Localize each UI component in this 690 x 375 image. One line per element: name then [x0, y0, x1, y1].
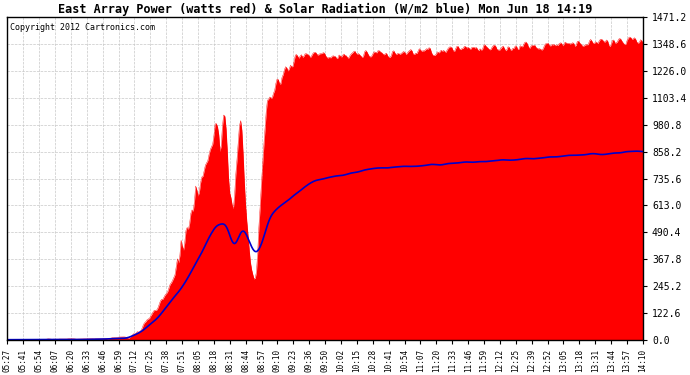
Title: East Array Power (watts red) & Solar Radiation (W/m2 blue) Mon Jun 18 14:19: East Array Power (watts red) & Solar Rad…	[58, 3, 592, 16]
Text: Copyright 2012 Cartronics.com: Copyright 2012 Cartronics.com	[10, 24, 155, 33]
